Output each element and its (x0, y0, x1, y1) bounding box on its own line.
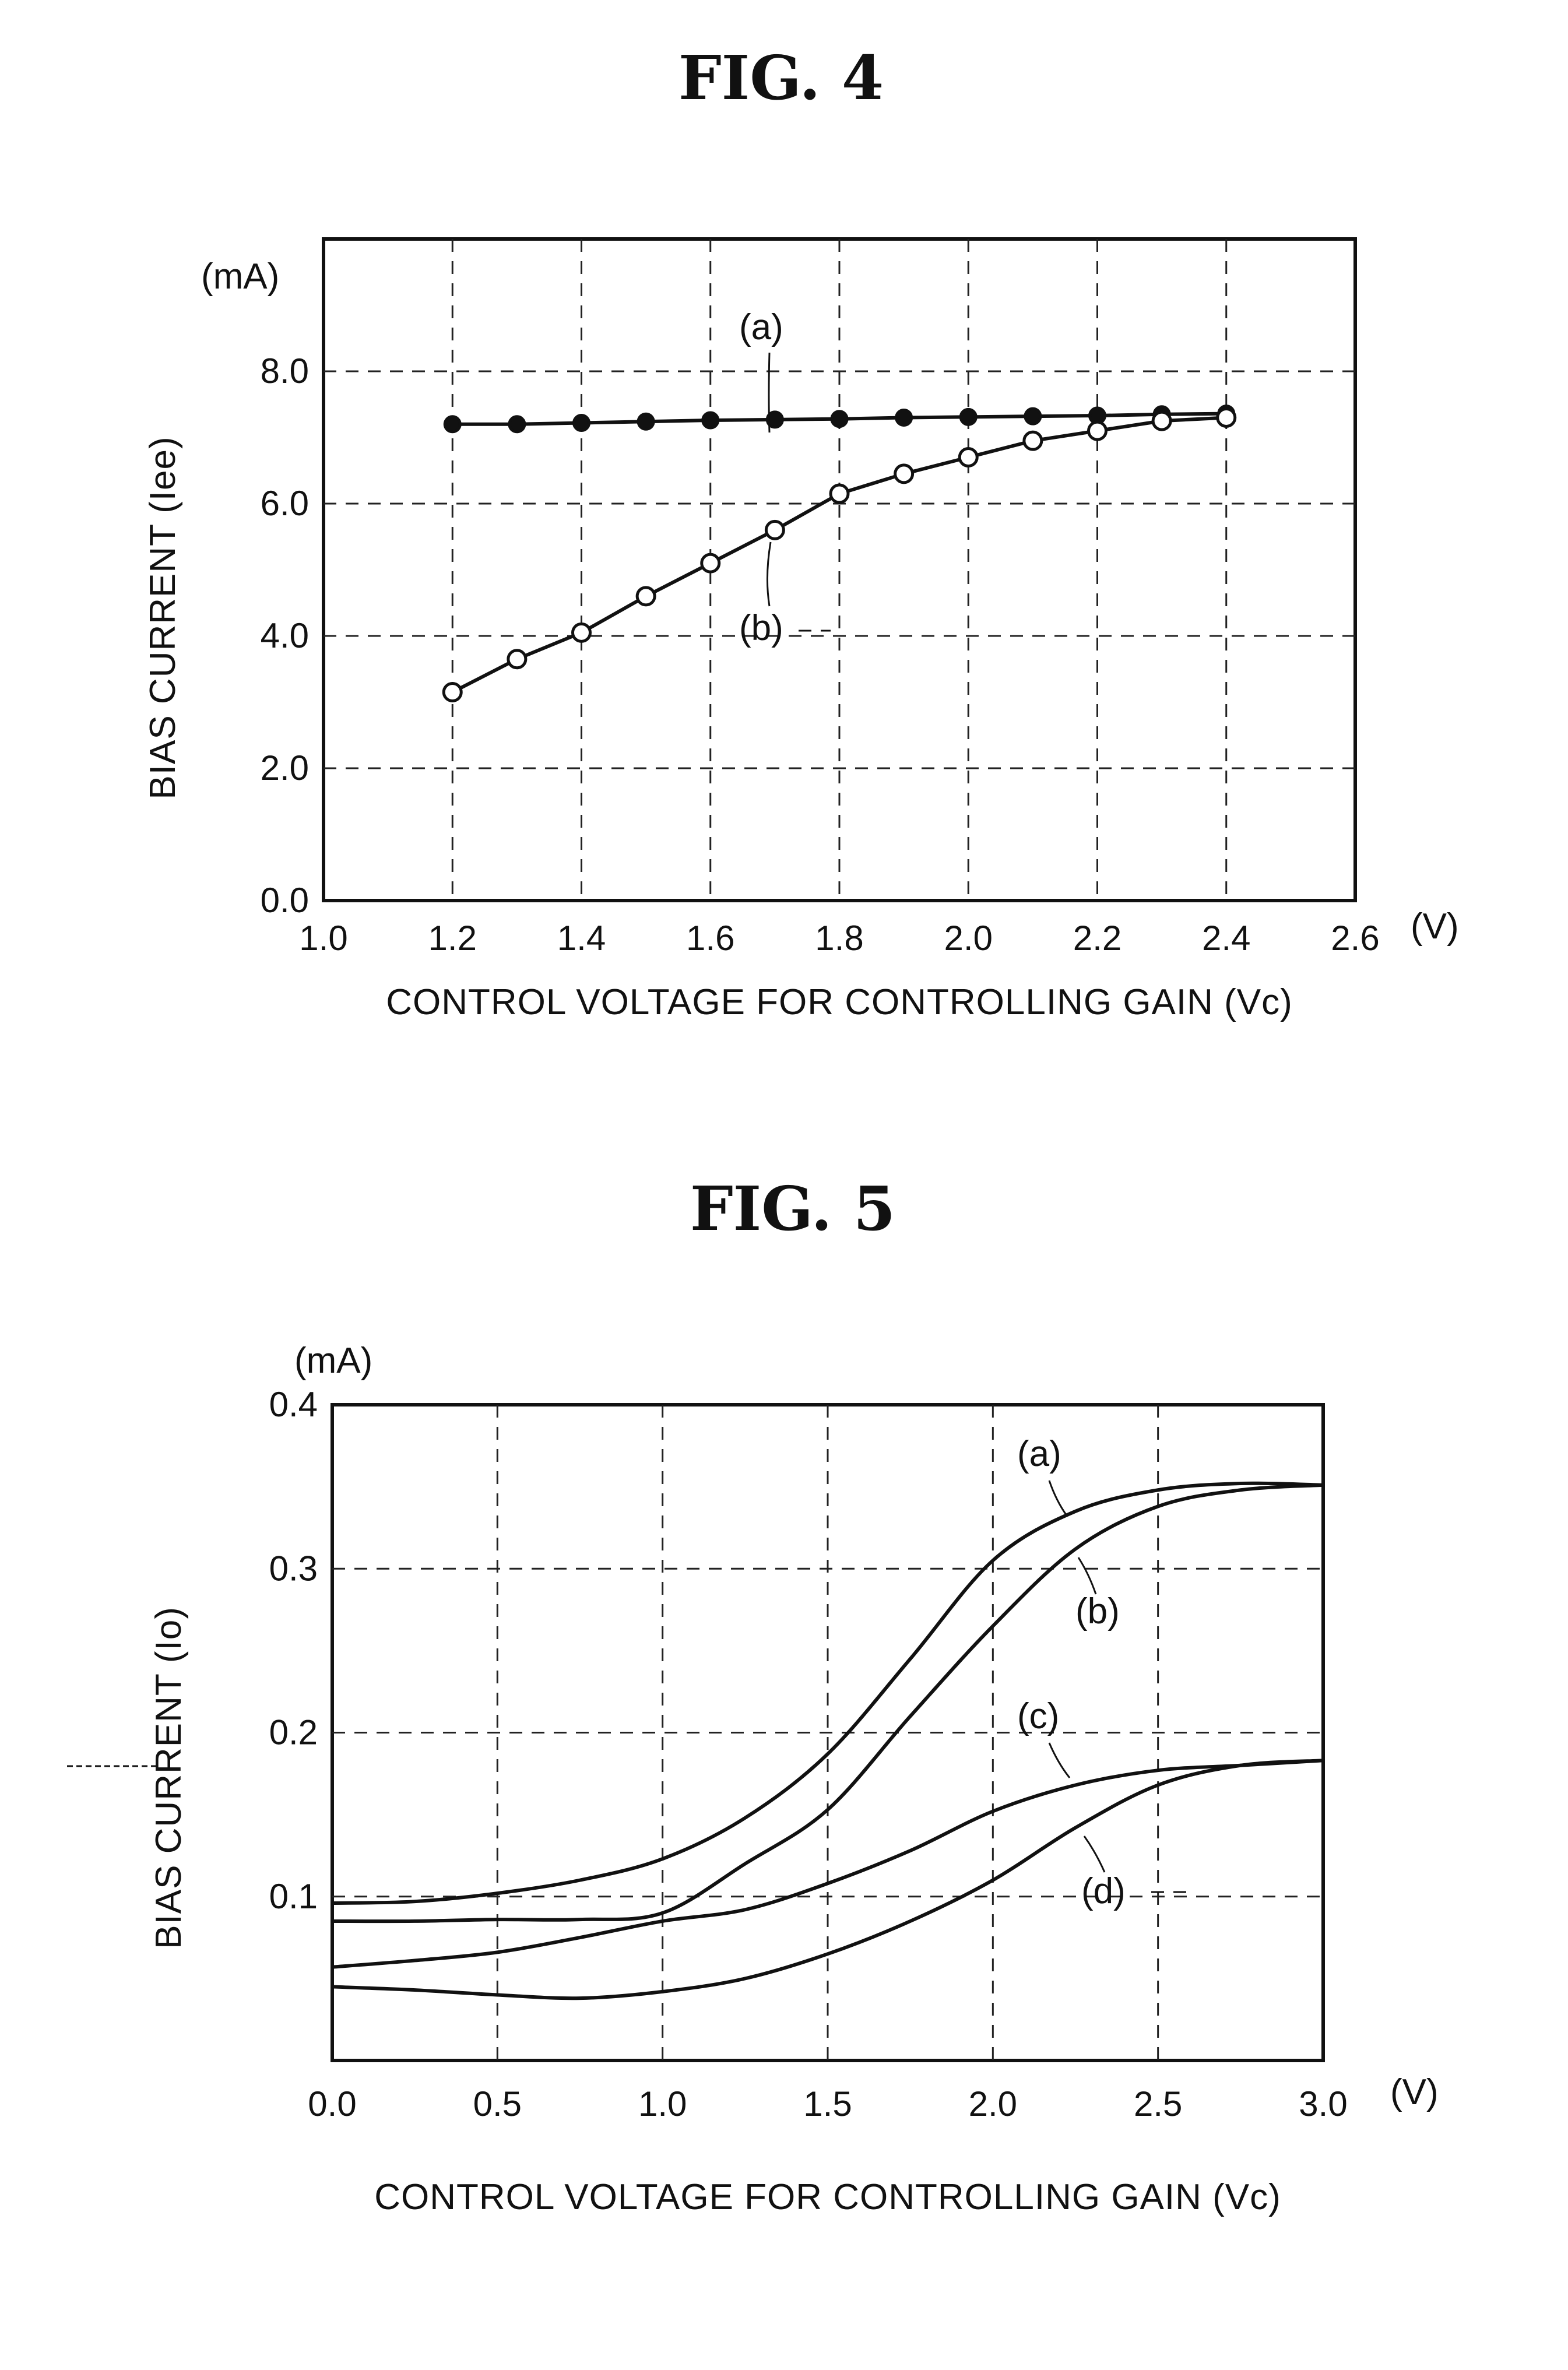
fig5-chart: FIG. 5 0.0 0.5 1.0 1.5 2.0 2.5 3.0 0.10.20.30.… (67, 1173, 1439, 2217)
fig5-y-unit: (mA) (294, 1341, 372, 1381)
fig4-x-tick-8: 2.6 (1331, 919, 1379, 958)
fig5-series-c-leader (1048, 1742, 1071, 1778)
fig5-title: FIG. 5 (690, 1173, 895, 1244)
fig5-series-c-tag: (c) (1017, 1696, 1059, 1736)
fig5-x-axis-label: CONTROL VOLTAGE FOR CONTROLLING GAIN (Vc… (374, 2177, 1281, 2217)
fig4-point-0-1 (508, 415, 526, 434)
fig5-series-a-tag: (a) (1017, 1434, 1061, 1474)
fig4-x-tick-6: 2.2 (1073, 919, 1121, 958)
fig4-point-1-8 (958, 447, 979, 468)
fig4-x-tick-3: 1.6 (686, 919, 734, 958)
fig4-y-tick-labels: 0.0 2.0 4.0 6.0 8.0 (261, 351, 309, 920)
fig5-y-tick-labels: 0.1 0.2 0.3 0.4 (269, 1385, 318, 1916)
fig4-point-1-11 (1151, 410, 1172, 431)
fig4-point-1-7 (894, 463, 915, 484)
fig5-x-tick-0: 0.0 (308, 2084, 356, 2123)
fig5-series-d-tag: (d) (1081, 1871, 1126, 1911)
fig4-point-1-3 (635, 586, 656, 607)
fig5-x-tick-6: 3.0 (1299, 2084, 1347, 2123)
fig5-series-a-leader (1048, 1480, 1068, 1516)
fig4-series-b-tag: (b) (739, 608, 783, 648)
fig4-x-tick-7: 2.4 (1202, 919, 1250, 958)
fig4-y-tick-2: 4.0 (261, 616, 309, 655)
fig5-series-curve-1 (332, 1483, 1324, 1924)
fig4-point-0-7 (895, 408, 913, 427)
fig5-y-tick-2: 0.3 (269, 1549, 318, 1588)
fig5-grid (332, 1405, 1323, 2060)
fig5-series-b-tag: (b) (1075, 1591, 1120, 1631)
fig4-y-axis-label: BIAS CURRENT (Iee) (143, 436, 183, 799)
fig4-point-1-9 (1022, 430, 1043, 451)
fig4-point-1-2 (571, 622, 592, 643)
fig4-y-unit: (mA) (201, 256, 279, 297)
fig5-series-curve-0 (332, 1481, 1324, 1905)
fig4-y-tick-3: 6.0 (261, 484, 309, 523)
fig4-point-0-5 (765, 410, 784, 429)
fig5-x-tick-3: 1.5 (803, 2084, 852, 2123)
fig4-point-1-6 (829, 483, 850, 504)
fig4-point-1-10 (1087, 420, 1108, 441)
fig5-x-tick-2: 1.0 (638, 2084, 687, 2123)
fig4-series-group (442, 405, 1237, 702)
fig5-x-unit: (V) (1390, 2072, 1439, 2112)
fig4-x-tick-2: 1.4 (557, 919, 606, 958)
fig5-y-axis-label: BIAS CURRENT (Io) (149, 1606, 189, 1949)
fig5-series-curve-3 (332, 1759, 1324, 2000)
fig4-point-1-1 (507, 649, 528, 670)
fig4-x-tick-1: 1.2 (428, 919, 477, 958)
fig4-y-tick-0: 0.0 (261, 881, 309, 920)
fig5-x-tick-5: 2.5 (1134, 2084, 1182, 2123)
fig4-point-1-0 (442, 681, 463, 702)
fig4-series-b-leader (766, 541, 772, 607)
fig4-point-0-8 (959, 407, 978, 426)
fig5-y-tick-1: 0.2 (269, 1713, 318, 1752)
fig4-point-0-0 (443, 415, 462, 434)
fig4-x-axis-label: CONTROL VOLTAGE FOR CONTROLLING GAIN (Vc… (386, 982, 1293, 1022)
fig4-x-tick-labels: 1.0 1.2 1.4 1.6 1.8 2.0 2.2 2.4 2.6 (299, 919, 1379, 958)
fig4-y-tick-1: 2.0 (261, 748, 309, 787)
fig5-series-group (332, 1481, 1324, 2000)
fig4-x-tick-4: 1.8 (815, 919, 863, 958)
fig5-y-tick-0: 0.1 (269, 1877, 318, 1916)
fig5-x-tick-labels: 0.0 0.5 1.0 1.5 2.0 2.5 3.0 (308, 2084, 1347, 2123)
fig4-x-tick-0: 1.0 (299, 919, 347, 958)
fig4-point-1-5 (764, 519, 785, 540)
fig4-y-tick-4: 8.0 (261, 351, 309, 391)
fig5-series-curve-2 (332, 1759, 1324, 1969)
fig4-title: FIG. 4 (678, 42, 884, 114)
fig4-point-1-4 (700, 553, 721, 574)
fig5-x-tick-4: 2.0 (969, 2084, 1017, 2123)
fig5-x-tick-1: 0.5 (473, 2084, 522, 2123)
fig4-grid (324, 239, 1355, 901)
fig4-chart: FIG. 4 1.0 1.2 1.4 1.6 1.8 2.0 2.2 2.4 2.6 0.0 2.… (143, 42, 1459, 1022)
fig4-x-tick-5: 2.0 (944, 919, 993, 958)
fig4-point-1-12 (1216, 407, 1237, 428)
fig4-series-a-tag: (a) (739, 307, 783, 347)
fig4-point-0-3 (637, 412, 655, 431)
fig4-point-0-6 (830, 410, 849, 428)
fig4-point-0-9 (1024, 407, 1042, 426)
fig4-point-0-2 (572, 414, 590, 432)
fig4-x-unit: (V) (1411, 906, 1459, 947)
fig5-series-d-leader (1083, 1835, 1106, 1873)
fig5-y-tick-3: 0.4 (269, 1385, 318, 1424)
fig4-point-0-4 (701, 411, 720, 430)
fig5-series-b-leader (1077, 1557, 1097, 1595)
